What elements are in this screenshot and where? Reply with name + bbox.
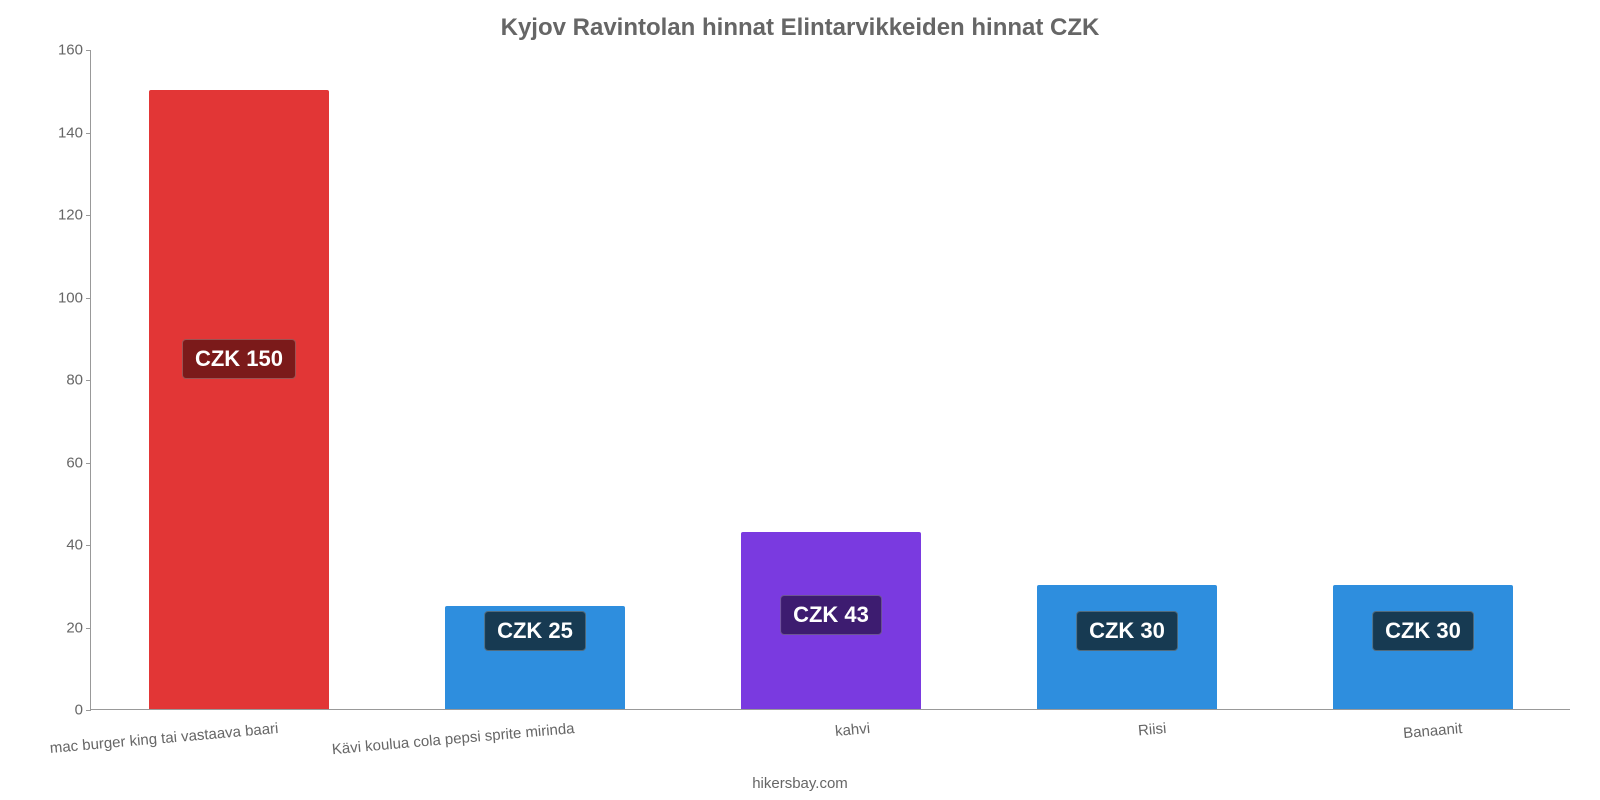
ytick-mark [86,50,91,51]
ytick-mark [86,215,91,216]
ytick-mark [86,545,91,546]
ytick-mark [86,298,91,299]
ytick-mark [86,380,91,381]
bar-value-badge: CZK 150 [182,339,296,379]
ytick-label: 0 [41,702,83,719]
ytick-mark [86,628,91,629]
ytick-label: 100 [41,289,83,306]
ytick-mark [86,710,91,711]
credit-text: hikersbay.com [752,775,848,792]
bar-value-badge: CZK 30 [1076,611,1178,651]
bar-value-badge: CZK 25 [484,611,586,651]
ytick-label: 80 [41,372,83,389]
xtick-label: Riisi [1137,720,1167,739]
chart-title: Kyjov Ravintolan hinnat Elintarvikkeiden… [0,0,1600,42]
ytick-label: 120 [41,207,83,224]
ytick-label: 40 [41,537,83,554]
ytick-label: 60 [41,454,83,471]
chart-area: 020406080100120140160CZK 150mac burger k… [90,50,1570,710]
ytick-label: 20 [41,619,83,636]
ytick-mark [86,133,91,134]
bar [149,90,329,709]
bar-value-badge: CZK 43 [780,595,882,635]
ytick-label: 160 [41,42,83,59]
xtick-label: mac burger king tai vastaava baari [49,720,279,757]
ytick-label: 140 [41,124,83,141]
plot-area: 020406080100120140160CZK 150mac burger k… [90,50,1570,710]
bar-value-badge: CZK 30 [1372,611,1474,651]
xtick-label: Kävi koulua cola pepsi sprite mirinda [331,720,575,758]
xtick-label: Banaanit [1402,720,1462,742]
ytick-mark [86,463,91,464]
xtick-label: kahvi [834,720,870,740]
